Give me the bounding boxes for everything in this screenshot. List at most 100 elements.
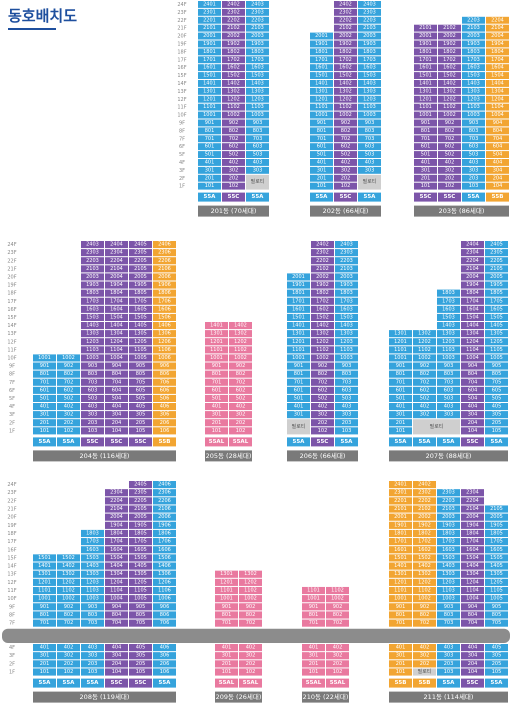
unit-number: 704: [112, 379, 122, 385]
unit-cell: [485, 529, 508, 538]
type-box: [129, 437, 152, 447]
unit-cell: [311, 419, 334, 427]
unit-cell: [413, 354, 436, 362]
floor-label: 7F: [9, 380, 15, 386]
unit-number: 2306: [158, 490, 171, 496]
unit-cell: [81, 322, 104, 330]
unit-number: 2001: [292, 274, 305, 280]
unit-cell: [239, 595, 262, 603]
floor-label: 19F: [177, 41, 186, 47]
unit-number: 1303: [363, 88, 376, 94]
unit-cell: [246, 24, 269, 32]
unit-cell: [461, 611, 484, 619]
unit-cell: [229, 330, 252, 338]
unit-number: 2205: [134, 258, 147, 264]
unit-cell: [485, 273, 508, 281]
unit-number: 1603: [442, 306, 455, 312]
unit-number: 401: [205, 159, 215, 165]
unit-number: 1101: [38, 588, 51, 594]
unit-number: 303: [444, 653, 454, 659]
unit-cell: [287, 297, 310, 305]
unit-number: 403: [342, 404, 352, 410]
unit-cell: [81, 668, 104, 676]
unit-number: 1403: [86, 563, 99, 569]
unit-number: 1102: [234, 347, 247, 353]
unit-cell: [485, 386, 508, 394]
unit-number: 1005: [134, 355, 147, 361]
unit-cell: [239, 644, 262, 652]
unit-cell: [222, 64, 245, 72]
unit-cell: [413, 411, 436, 419]
unit-number: 2202: [339, 17, 352, 23]
unit-cell: [153, 586, 176, 595]
unit-number: 1001: [419, 112, 432, 118]
unit-number: 403: [469, 159, 479, 165]
unit-number: 2302: [339, 9, 352, 15]
unit-number: 2003: [251, 33, 264, 39]
unit-number: 1804: [466, 530, 479, 536]
unit-cell: [389, 497, 412, 505]
type-label: 55A: [87, 680, 100, 686]
unit-number: 201: [40, 420, 50, 426]
unit-cell: [222, 166, 245, 174]
unit-number: 902: [64, 604, 74, 610]
unit-cell: [222, 151, 245, 158]
unit-cell: [81, 346, 104, 354]
unit-number: 1303: [86, 571, 99, 577]
unit-cell: [461, 346, 484, 354]
unit-number: 703: [469, 136, 479, 142]
floor-label: 24F: [7, 242, 16, 248]
unit-number: 1205: [490, 579, 503, 585]
unit-number: 202: [420, 661, 430, 667]
unit-cell: [81, 603, 104, 611]
unit-number: 2402: [316, 242, 329, 248]
unit-number: 901: [212, 363, 222, 369]
unit-cell: [414, 40, 437, 48]
unit-number: 401: [396, 645, 406, 651]
unit-number: 806: [160, 371, 170, 377]
unit-cell: [205, 354, 228, 362]
unit-number: 601: [396, 387, 406, 393]
unit-number: 1001: [38, 355, 51, 361]
type-label: 55A: [341, 439, 354, 445]
unit-number: 1804: [110, 290, 123, 296]
unit-cell: [485, 521, 508, 529]
unit-number: 1704: [466, 539, 479, 545]
unit-number: 1303: [340, 331, 353, 337]
unit-number: 1602: [443, 65, 456, 71]
unit-number: 1303: [86, 331, 99, 337]
unit-number: 1102: [443, 104, 456, 110]
unit-number: 201: [212, 420, 222, 426]
unit-number: 1604: [491, 65, 504, 71]
unit-cell: [389, 578, 412, 586]
unit-cell: [334, 103, 357, 111]
unit-number: 2303: [340, 250, 353, 256]
unit-number: 104: [112, 428, 122, 434]
unit-cell: [311, 354, 334, 362]
unit-number: 202: [64, 420, 74, 426]
unit-number: 901: [396, 604, 406, 610]
unit-cell: [310, 64, 333, 72]
floor-label: 13F: [177, 89, 186, 95]
unit-cell: [105, 427, 128, 435]
unit-number: 1003: [363, 112, 376, 118]
unit-number: 201: [396, 420, 406, 426]
unit-number: 1406: [158, 563, 171, 569]
unit-number: 601: [317, 144, 327, 150]
type-box: [198, 192, 221, 202]
floor-label: 23F: [7, 490, 16, 496]
unit-number: 2206: [158, 258, 171, 264]
building-label-bar: [310, 205, 381, 217]
unit-number: 1701: [292, 298, 305, 304]
unit-number: 404: [493, 159, 503, 165]
unit-cell: [437, 370, 460, 378]
unit-number: 702: [420, 379, 430, 385]
unit-cell: [334, 24, 357, 32]
unit-cell: [198, 95, 221, 103]
unit-cell: [81, 611, 104, 619]
unit-number: 201: [40, 661, 50, 667]
unit-cell: [311, 257, 334, 265]
page-title: 동호배치도: [8, 7, 77, 25]
unit-number: 2305: [134, 490, 147, 496]
unit-number: 803: [469, 128, 479, 134]
